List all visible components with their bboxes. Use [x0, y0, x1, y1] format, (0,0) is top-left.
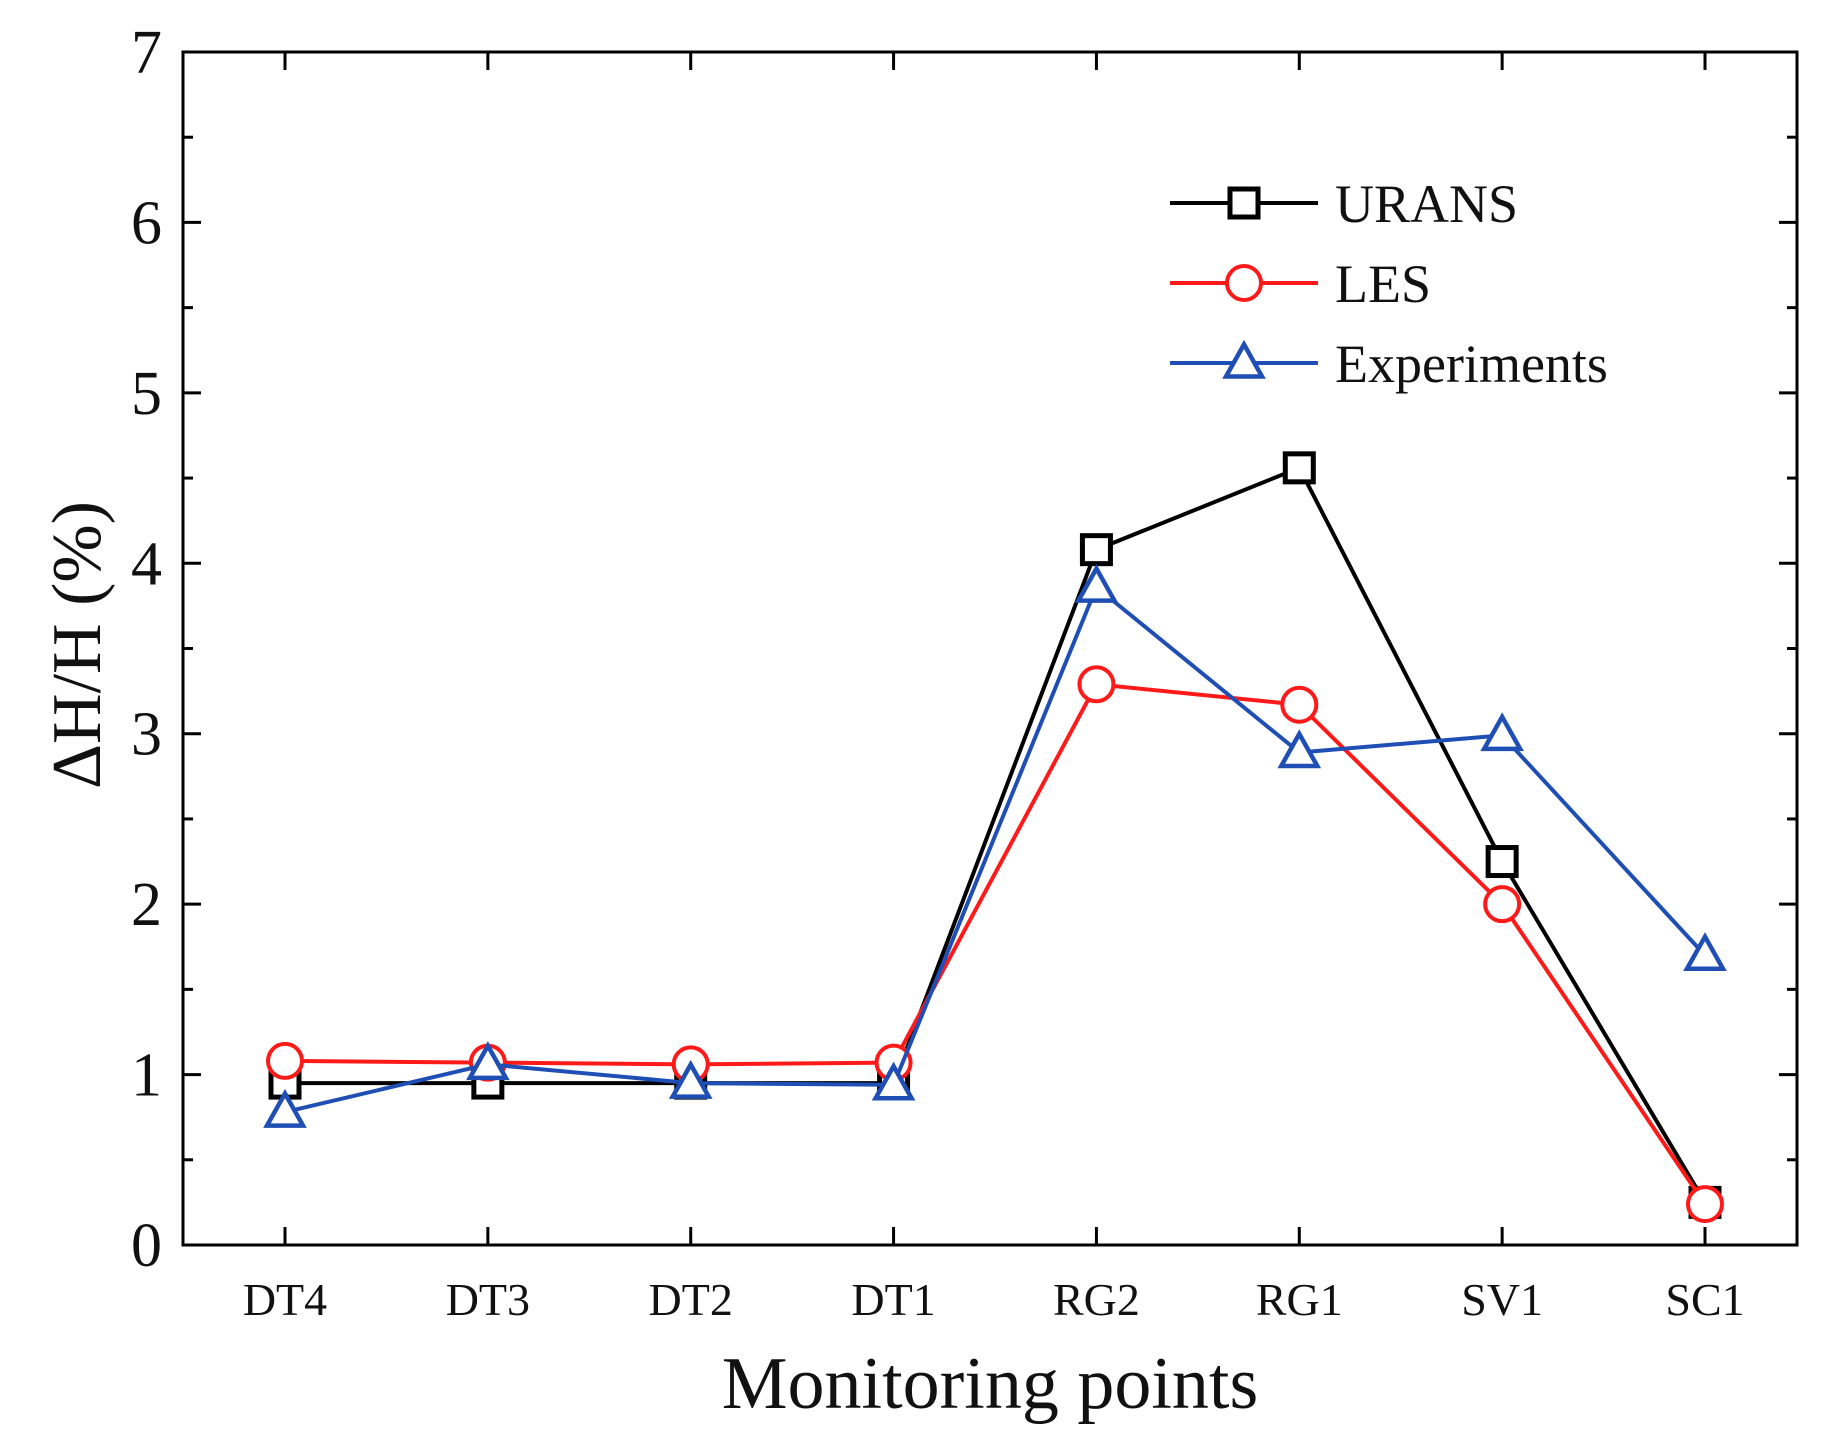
series-line-urans — [285, 465, 1707, 1204]
plot-frame — [181, 50, 1799, 1247]
data-point-experiments — [1480, 712, 1524, 752]
data-point-experiments — [1683, 932, 1727, 972]
legend-marker-les — [1225, 264, 1263, 302]
data-point-les — [1686, 1185, 1724, 1224]
y-tick-label: 6 — [131, 189, 162, 257]
data-point-urans — [1079, 533, 1113, 567]
x-axis-title: Monitoring points — [722, 1343, 1259, 1425]
series-layer — [263, 451, 1727, 1224]
x-tick-label: DT1 — [851, 1274, 935, 1325]
legend-label-urans: URANS — [1335, 174, 1518, 234]
legend: URANS LES Experiments — [1170, 174, 1608, 394]
x-tick-label: RG2 — [1053, 1274, 1140, 1325]
y-tick-label: 3 — [131, 701, 162, 769]
data-point-experiments — [668, 1059, 713, 1099]
x-tick-labels: DT4 DT3 DT2 DT1 RG2 RG1 SV1 SC1 — [243, 1274, 1745, 1325]
data-point-experiments — [263, 1088, 307, 1128]
data-point-les — [1483, 885, 1522, 924]
axis-ticks — [183, 50, 1797, 1247]
legend-marker-experiments — [1222, 339, 1266, 379]
x-tick-label: DT3 — [446, 1274, 530, 1325]
y-axis-title: ΔH/H (%) — [39, 501, 116, 789]
x-tick-label: DT2 — [649, 1274, 733, 1325]
legend-label-les: LES — [1335, 254, 1431, 314]
x-tick-label: SV1 — [1461, 1274, 1543, 1325]
y-tick-label: 1 — [131, 1042, 162, 1110]
data-point-les — [1077, 665, 1116, 704]
y-tick-label: 4 — [131, 530, 162, 598]
series-line-les — [284, 682, 1707, 1206]
data-point-les — [1280, 685, 1319, 724]
x-tick-label: RG1 — [1256, 1274, 1343, 1325]
y-tick-label: 2 — [131, 871, 162, 939]
data-point-urans — [1485, 845, 1519, 879]
y-tick-labels: 0 1 2 3 4 5 6 7 — [131, 19, 162, 1280]
data-point-les — [266, 1041, 304, 1080]
data-point-experiments — [1277, 729, 1322, 769]
x-tick-label: DT4 — [243, 1274, 327, 1325]
data-point-experiments — [466, 1041, 510, 1081]
data-point-urans — [1282, 451, 1316, 485]
x-tick-label: SC1 — [1665, 1274, 1744, 1325]
series-line-experiments — [284, 585, 1707, 1115]
legend-label-experiments: Experiments — [1335, 334, 1608, 394]
y-tick-label: 7 — [131, 19, 162, 87]
data-point-experiments — [871, 1061, 916, 1101]
data-point-experiments — [1074, 563, 1119, 603]
y-tick-label: 5 — [131, 360, 162, 428]
legend-markers — [1170, 186, 1318, 379]
legend-marker-urans — [1227, 186, 1261, 220]
series-experiments — [263, 563, 1727, 1128]
y-tick-label: 0 — [131, 1212, 162, 1280]
